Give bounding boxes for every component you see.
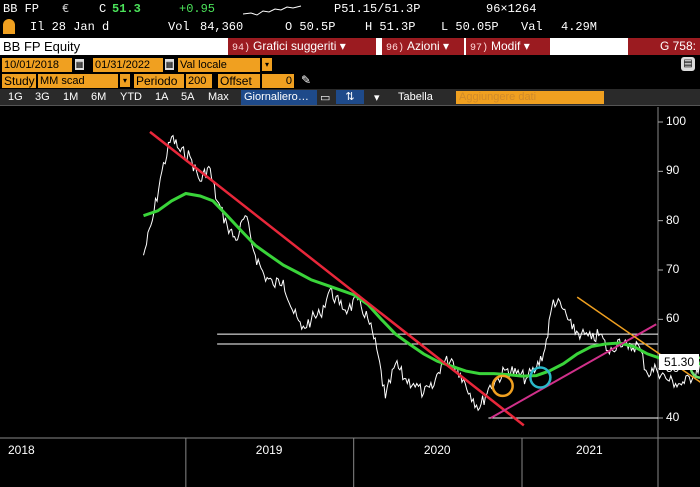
range-ytd[interactable]: YTD xyxy=(120,91,142,103)
menu-label: Grafici suggeriti xyxy=(253,39,337,53)
range-5y[interactable]: 5A xyxy=(181,91,195,103)
value-label: Val xyxy=(521,20,543,34)
period-field[interactable]: 200 xyxy=(186,74,212,88)
print-icon[interactable]: ▤ xyxy=(681,57,695,71)
x-tick-label: 2018 xyxy=(8,443,35,457)
pink-trend-line xyxy=(490,323,657,419)
downtrend-line xyxy=(149,130,525,427)
y-tick-label: 60 xyxy=(666,311,680,326)
date-range-row: 10/01/2018 ▦ 01/31/2022 ▦ Val locale ▾ ▤ xyxy=(0,57,700,73)
price-change: +0.95 xyxy=(179,2,216,16)
chart-number: G 758: xyxy=(628,38,700,55)
ticker-strip: BB FP € C 51.3 +0.95 P51.15/51.3P 96×126… xyxy=(0,0,700,38)
last-price-marker: 51.30 xyxy=(659,354,699,370)
currency-mode-select[interactable]: Val locale xyxy=(178,58,260,72)
price-chart[interactable] xyxy=(0,107,700,487)
y-tick-label: 80 xyxy=(666,212,680,227)
volume-label: Vol xyxy=(168,20,190,34)
pencil-icon[interactable]: ✎ xyxy=(301,73,312,87)
offset-field[interactable]: 0 xyxy=(262,74,294,88)
offset-label: Offset xyxy=(218,74,260,88)
range-3d[interactable]: 3G xyxy=(35,91,50,103)
last-price: 51.3 xyxy=(112,2,141,16)
candles-icon[interactable]: ⇅ xyxy=(336,90,364,104)
trade-date: Il 28 Jan d xyxy=(30,20,110,34)
currency-symbol: € xyxy=(62,2,70,16)
x-tick-label: 2019 xyxy=(255,443,283,457)
x-tick-label: 2021 xyxy=(576,443,603,457)
add-data-input[interactable]: Aggiungere dati xyxy=(456,91,604,104)
start-date-field[interactable]: 10/01/2018 xyxy=(2,58,72,72)
range-max[interactable]: Max xyxy=(208,91,229,103)
chart-type-icon[interactable]: ▭ xyxy=(320,92,331,104)
edit-menu[interactable]: 97) Modif ▾ xyxy=(466,38,550,55)
chevron-down-icon[interactable]: ▾ xyxy=(262,58,272,71)
y-tick-label: 100 xyxy=(666,114,687,128)
trade-time-icon xyxy=(3,19,15,34)
traded-value: 4.29M xyxy=(561,20,598,34)
range-6m[interactable]: 6M xyxy=(91,91,107,103)
last-label: C xyxy=(99,2,107,16)
menu-number: 94) xyxy=(232,43,251,54)
price-series-line xyxy=(143,134,700,412)
suggested-charts-menu[interactable]: 94) Grafici suggeriti ▾ xyxy=(228,38,376,55)
range-1d[interactable]: 1G xyxy=(8,91,23,103)
frequency-label: Giornaliero xyxy=(244,91,298,103)
y-tick-label: 90 xyxy=(666,163,680,178)
moving-average-line xyxy=(143,191,700,378)
study-row: Study MM scad ▾ Periodo 200 Offset 0 ✎ xyxy=(0,73,700,89)
y-tick-label: 70 xyxy=(666,262,680,276)
actions-menu[interactable]: 96) Azioni ▾ xyxy=(382,38,464,55)
open-price: O 50.5P xyxy=(285,20,336,34)
menu-number: 96) xyxy=(386,43,405,54)
security-title: BB FP Equity xyxy=(3,39,81,54)
bid-ask-size: 96×1264 xyxy=(486,2,537,16)
highlight-circle xyxy=(529,366,552,389)
highlight-circle xyxy=(491,374,514,398)
low-price: L 50.05P xyxy=(441,20,499,34)
range-1m[interactable]: 1M xyxy=(63,91,79,103)
calendar-icon[interactable]: ▦ xyxy=(75,59,84,70)
frequency-select[interactable]: Giornaliero… xyxy=(241,90,317,105)
range-1y[interactable]: 1A xyxy=(155,91,169,103)
menu-number: 97) xyxy=(470,43,489,54)
x-tick-label: 2020 xyxy=(423,443,451,457)
end-date-field[interactable]: 01/31/2022 xyxy=(93,58,163,72)
table-button[interactable]: Tabella xyxy=(398,91,433,103)
security-title-bar: BB FP Equity 94) Grafici suggeriti ▾ 96) A… xyxy=(0,38,700,55)
volume-value: 84,360 xyxy=(200,20,244,34)
security-code: BB FP xyxy=(3,2,40,16)
bid-ask: P51.15/51.3P xyxy=(334,2,421,16)
menu-label: Azioni xyxy=(407,39,440,53)
menu-label: Modif xyxy=(491,39,521,53)
high-price: H 51.3P xyxy=(365,20,416,34)
calendar-icon[interactable]: ▦ xyxy=(165,59,174,70)
sparkline-icon xyxy=(243,5,302,16)
period-label: Periodo xyxy=(134,74,184,88)
y-tick-label: 40 xyxy=(666,410,680,424)
chevron-down-icon[interactable]: ▾ xyxy=(120,74,130,87)
chart-toolbar: 1G 3G 1M 6M YTD 1A 5A Max Giornaliero… ▭… xyxy=(0,89,700,106)
study-label: Study xyxy=(2,74,36,88)
chevron-down-icon[interactable]: ▾ xyxy=(374,92,380,104)
study-select[interactable]: MM scad xyxy=(38,74,118,88)
